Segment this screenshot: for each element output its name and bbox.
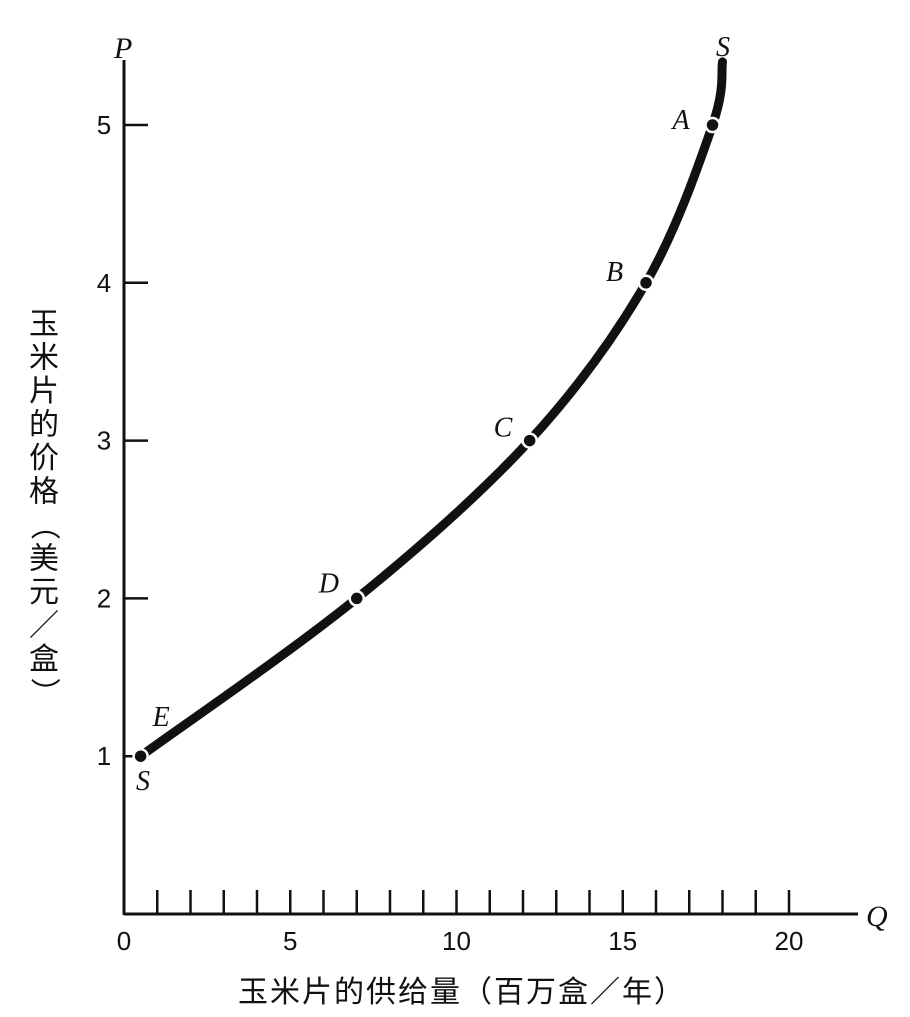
point-c-marker: [521, 432, 538, 449]
y-tick-label: 3: [97, 426, 111, 456]
y-tick-label: 2: [97, 583, 111, 613]
point-e-label: E: [152, 702, 170, 733]
supply-curve-label-top: S: [716, 32, 730, 63]
curve-points: A B C D E: [132, 105, 721, 765]
point-a-label: A: [671, 105, 691, 136]
x-axis-symbol: Q: [866, 900, 888, 933]
y-tick-label: 4: [97, 268, 111, 298]
x-tick-label: 0: [117, 926, 131, 956]
supply-curve: [136, 57, 727, 761]
y-axis-symbol: P: [113, 32, 132, 65]
point-a-marker: [704, 116, 721, 134]
y-tick-label: 5: [97, 110, 111, 140]
y-axis-title-char: 的: [29, 408, 59, 443]
x-axis-title: 玉米片的供给量（百万盒／年）: [238, 975, 686, 1010]
x-tick-label: 15: [608, 926, 637, 956]
point-b-marker: [637, 274, 655, 292]
y-axis-title-char: 玉: [29, 307, 59, 342]
y-axis-title-char: （: [26, 510, 61, 540]
x-tick-label: 10: [442, 926, 471, 956]
supply-curve-label-bottom: S: [136, 766, 150, 797]
y-axis-title-char: 片: [29, 374, 59, 409]
point-d-label: D: [318, 568, 339, 599]
y-tick-label: 1: [97, 741, 111, 771]
y-axis-title-char: 格: [29, 475, 59, 510]
y-axis-title-char: 美: [29, 542, 59, 577]
point-c-label: C: [494, 413, 513, 444]
y-axis-title-char: 价: [29, 441, 59, 476]
point-d-marker: [348, 590, 365, 607]
point-b-label: B: [606, 257, 623, 288]
point-e-marker: [132, 747, 149, 765]
x-tick-label: 5: [283, 926, 297, 956]
y-axis-title-char: 盒: [29, 642, 59, 677]
y-axis-ticks: 1 2 3 4 5: [97, 110, 148, 771]
x-tick-label: 20: [775, 926, 804, 956]
y-axis-title-char: 元: [29, 575, 59, 610]
y-axis-title-char: ／: [29, 609, 59, 644]
x-axis-ticks: 0 5 10 15 20: [117, 890, 804, 956]
y-axis-title-char: ）: [26, 678, 61, 708]
y-axis-title-char: 米: [29, 341, 59, 376]
